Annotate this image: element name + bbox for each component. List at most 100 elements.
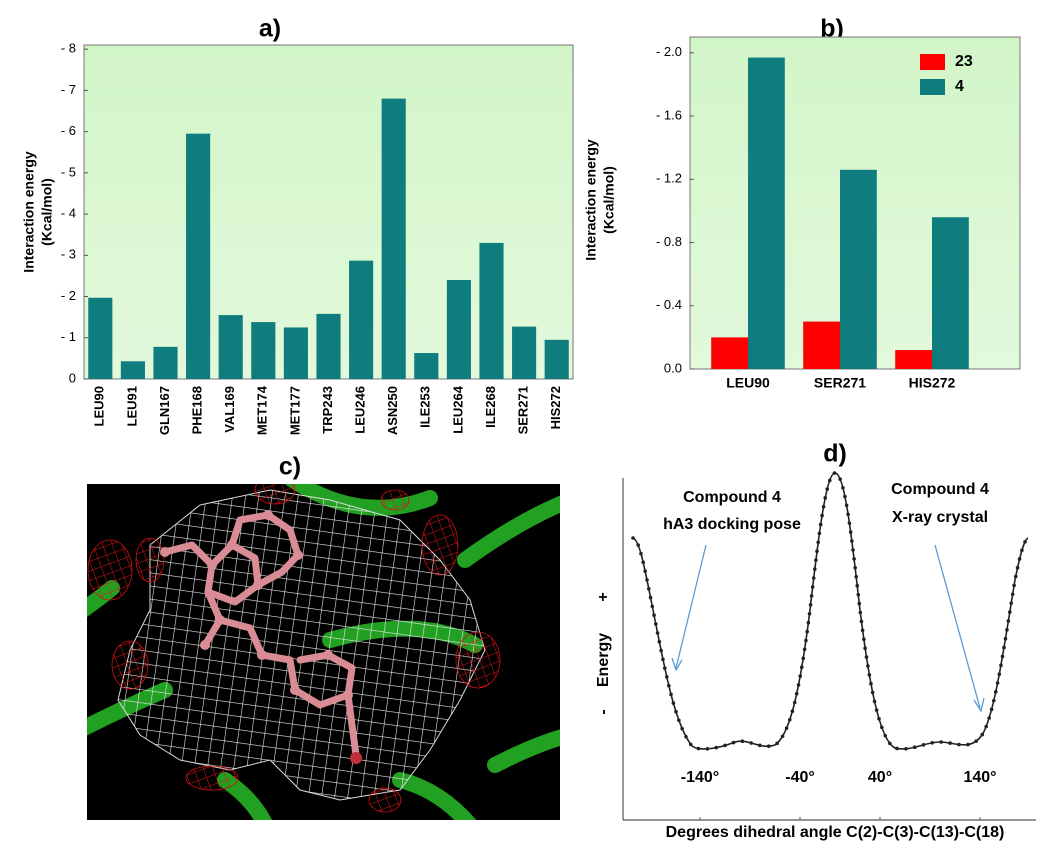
y-axis-label: + xyxy=(595,592,612,601)
x-tick-label: LEU91 xyxy=(124,386,139,426)
bar xyxy=(251,322,275,379)
y-tick-label: - 8 xyxy=(61,41,76,56)
y-axis-label: - xyxy=(595,709,612,714)
curve-dot xyxy=(841,486,845,490)
y-tick-label: - 2 xyxy=(61,288,76,303)
bar xyxy=(284,327,308,379)
curve-dot xyxy=(833,471,837,475)
curve-dot xyxy=(656,631,660,635)
curve-dot xyxy=(812,576,816,580)
x-tick-label: 40° xyxy=(868,769,892,786)
curve-dot xyxy=(758,744,762,748)
curve-dot xyxy=(845,504,849,508)
y-tick-label: - 6 xyxy=(61,123,76,138)
curve-dot xyxy=(1004,637,1008,641)
annotation: Compound 4 xyxy=(891,481,989,498)
curve-dot xyxy=(966,743,970,747)
legend-swatch xyxy=(920,79,945,95)
x-tick-label: MET177 xyxy=(287,386,302,435)
curve-dot xyxy=(823,496,827,500)
curve-dot xyxy=(999,664,1003,668)
curve-dot xyxy=(781,734,785,738)
x-tick-label: 140° xyxy=(963,769,996,786)
curve-dot xyxy=(1016,566,1020,570)
curve-dot xyxy=(855,584,859,588)
bar xyxy=(748,58,785,369)
y-tick-label: - 1.6 xyxy=(656,107,682,122)
x-tick-label: -40° xyxy=(785,769,815,786)
curve-dot xyxy=(957,743,961,747)
curve-dot xyxy=(631,536,635,540)
curve-dot xyxy=(804,639,808,643)
curve-dot xyxy=(689,743,693,747)
curve-dot xyxy=(863,646,867,650)
curve-dot xyxy=(990,708,994,712)
y-axis-label: Interaction energy xyxy=(21,151,37,273)
curve-dot xyxy=(639,552,643,556)
curve-dot xyxy=(645,578,649,582)
curve-dot xyxy=(791,709,795,713)
y-tick-label: 0 xyxy=(69,370,76,385)
curve-dot xyxy=(684,735,688,739)
y-tick-label: - 0.4 xyxy=(656,297,682,312)
curve-dot xyxy=(904,747,908,751)
curve-dot xyxy=(715,746,719,750)
curve-dot xyxy=(869,682,873,686)
x-tick-label: LEU90 xyxy=(726,375,770,391)
curve-dot xyxy=(974,739,978,743)
curve-dot xyxy=(987,716,991,720)
curve-dot xyxy=(859,611,863,615)
curve-dot xyxy=(1002,646,1006,650)
curve-dot xyxy=(677,718,681,722)
y-tick-label: - 1 xyxy=(61,329,76,344)
bar xyxy=(382,99,406,379)
curve-dot xyxy=(883,734,887,738)
curve-dot xyxy=(785,726,789,730)
curve-dot xyxy=(636,543,640,547)
curve-dot xyxy=(1005,628,1009,632)
bar xyxy=(88,298,112,379)
curve-dot xyxy=(801,657,805,661)
curve-dot xyxy=(846,512,850,516)
curve-dot xyxy=(649,596,653,600)
image-panel xyxy=(80,476,570,830)
curve-dot xyxy=(808,612,812,616)
curve-dot xyxy=(939,740,943,744)
curve-dot xyxy=(652,613,656,617)
curve-dot xyxy=(647,587,651,591)
x-tick-label: PHE168 xyxy=(190,386,205,434)
curve-dot xyxy=(854,575,858,579)
curve-dot xyxy=(800,665,804,669)
bar xyxy=(932,217,969,369)
curve-dot xyxy=(1009,601,1013,605)
curve-dot xyxy=(813,567,817,571)
curve-dot xyxy=(797,683,801,687)
curve-dot xyxy=(843,495,847,499)
curve-dot xyxy=(741,739,745,743)
panel-title: c) xyxy=(279,453,301,481)
curve-dot xyxy=(805,630,809,634)
curve-dot xyxy=(895,747,899,751)
x-tick-label: -140° xyxy=(681,769,719,786)
curve-dot xyxy=(775,742,779,746)
curve-dot xyxy=(795,692,799,696)
curve-dot xyxy=(849,530,853,534)
annotation: hA3 docking pose xyxy=(663,516,801,533)
y-axis-label: Energy xyxy=(595,633,612,687)
x-tick-label: ILE268 xyxy=(483,386,498,428)
curve-dot xyxy=(1014,575,1018,579)
curve-dot xyxy=(788,718,792,722)
x-tick-label: SER271 xyxy=(814,375,866,391)
legend-label: 4 xyxy=(955,78,964,95)
y-axis-label: (Kcal/mol) xyxy=(601,166,617,234)
curve-dot xyxy=(814,558,818,562)
curve-dot xyxy=(658,640,662,644)
curve-dot xyxy=(1012,584,1016,588)
x-tick-label: LEU90 xyxy=(92,386,107,426)
x-tick-label: HIS272 xyxy=(909,375,956,391)
curve-dot xyxy=(865,655,869,659)
figure: c) a)Interaction energy(Kcal/mol)0- 1- 2… xyxy=(0,0,1040,845)
y-tick-label: - 0.8 xyxy=(656,234,682,249)
curve-dot xyxy=(654,622,658,626)
curve-dot xyxy=(749,741,753,745)
